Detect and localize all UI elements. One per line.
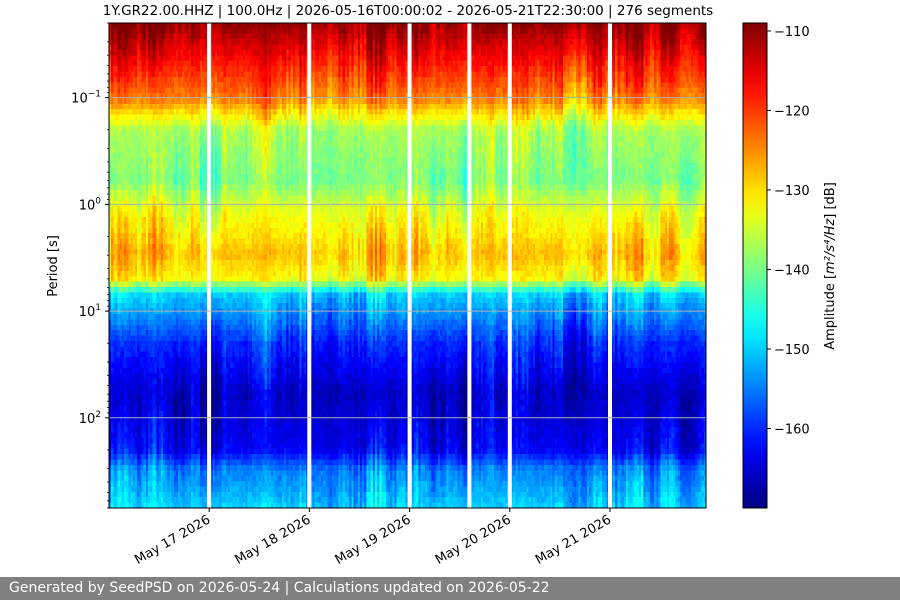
heatmap-area	[109, 23, 707, 509]
spectrogram-chart: 1Y.GR22.00.HHZ | 100.0Hz | 2026-05-16T00…	[0, 0, 900, 577]
chart-title: 1Y.GR22.00.HHZ | 100.0Hz | 2026-05-16T00…	[103, 3, 713, 19]
